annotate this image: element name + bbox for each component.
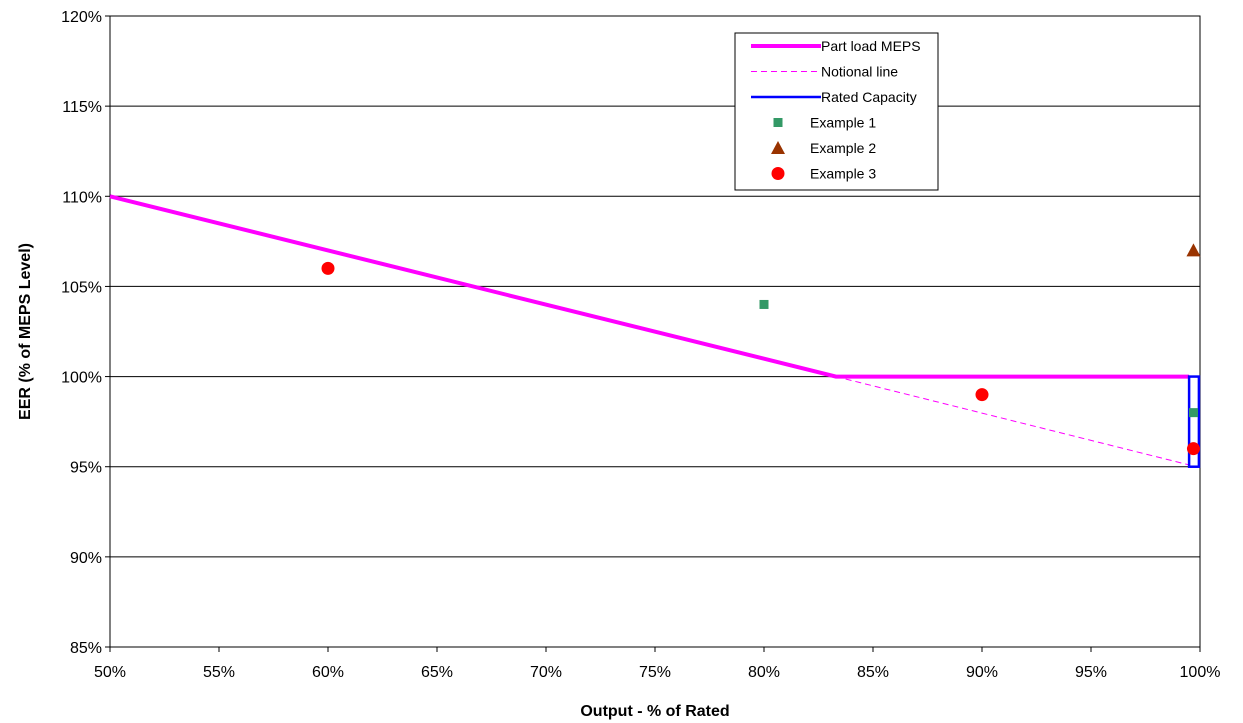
legend: Part load MEPS Notional line Rated Capacit… (734, 32, 939, 191)
legend-swatch-example-1 (773, 118, 783, 127)
x-axis-title: Output - % of Rated (580, 703, 729, 720)
y-tick-label: 110% (62, 189, 102, 206)
example-1-point (759, 299, 769, 309)
series (109, 194, 1201, 468)
legend-label-rated-capacity: Rated Capacity (821, 89, 917, 105)
y-axis: 85% 90% 95% 100% 105% 110% 115% 120% (61, 9, 110, 657)
legend-swatch-example-3 (771, 167, 785, 180)
legend-box (734, 32, 939, 191)
y-axis-title: EER (% of MEPS Level) (17, 243, 34, 420)
rated-capacity-box (1187, 375, 1201, 468)
legend-swatch-example-2 (771, 141, 785, 154)
legend-label-notional-line: Notional line (821, 64, 898, 80)
x-tick-label: 75% (639, 664, 671, 681)
notional-line-line (835, 376, 1190, 466)
y-tick-label: 115% (62, 99, 102, 116)
example-1-point (1188, 408, 1198, 418)
x-tick-label: 55% (203, 664, 235, 681)
gridlines (110, 15, 1200, 648)
example-2-point (1186, 243, 1201, 257)
y-tick-label: 95% (70, 460, 102, 477)
example-3-point (321, 261, 335, 275)
x-axis: 50% 55% 60% 65% 70% 75% 80% 85% 90% 95% 100% (94, 647, 1220, 681)
y-tick-label: 90% (70, 550, 102, 567)
legend-label-example-1: Example 1 (810, 115, 876, 131)
x-tick-label: 60% (312, 664, 344, 681)
legend-label-part-load-meps: Part load MEPS (821, 38, 921, 54)
example-3-point (1186, 442, 1200, 456)
x-tick-label: 90% (966, 664, 998, 681)
y-tick-label: 105% (61, 279, 102, 296)
legend-label-example-2: Example 2 (810, 140, 876, 156)
x-tick-label: 80% (748, 664, 780, 681)
x-tick-label: 85% (857, 664, 889, 681)
x-tick-label: 70% (530, 664, 562, 681)
x-tick-label: 100% (1180, 664, 1221, 681)
example-3-point (975, 388, 989, 402)
x-tick-label: 65% (421, 664, 453, 681)
x-tick-label: 50% (94, 664, 126, 681)
y-tick-label: 120% (61, 9, 102, 26)
y-tick-label: 100% (61, 370, 102, 387)
legend-label-example-3: Example 3 (810, 166, 876, 182)
x-tick-label: 95% (1075, 664, 1107, 681)
y-tick-label: 85% (70, 640, 102, 657)
